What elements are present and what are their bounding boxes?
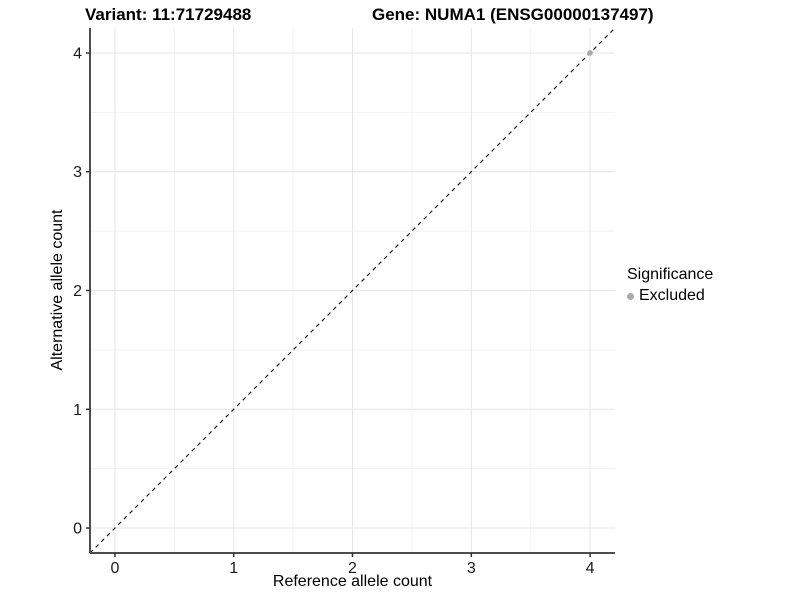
y-tick-label: 1 <box>73 402 82 419</box>
y-tick-label: 0 <box>73 521 82 538</box>
x-tick-label: 3 <box>467 560 476 577</box>
identity-dashed-line <box>89 27 616 554</box>
variant-title: Variant: 11:71729488 <box>85 5 252 24</box>
x-tick-label: 2 <box>348 560 357 577</box>
legend-items: Excluded <box>627 287 713 305</box>
legend-key-dot <box>627 292 634 300</box>
legend: Significance Excluded <box>627 266 713 305</box>
gene-title: Gene: NUMA1 (ENSG00000137497) <box>372 5 654 24</box>
legend-title: Significance <box>627 266 714 283</box>
y-axis-title: Alternative allele count <box>49 209 66 371</box>
data-point <box>587 50 593 56</box>
y-tick-label: 3 <box>73 164 82 181</box>
legend-item: Excluded <box>627 287 713 305</box>
x-tick-label: 4 <box>586 560 595 577</box>
legend-item-label: Excluded <box>639 287 705 304</box>
x-axis-title: Reference allele count <box>272 573 433 590</box>
x-tick-label: 1 <box>229 560 238 577</box>
y-tick-label: 4 <box>73 45 82 62</box>
y-tick-label: 2 <box>73 283 82 300</box>
x-tick-label: 0 <box>110 560 119 577</box>
